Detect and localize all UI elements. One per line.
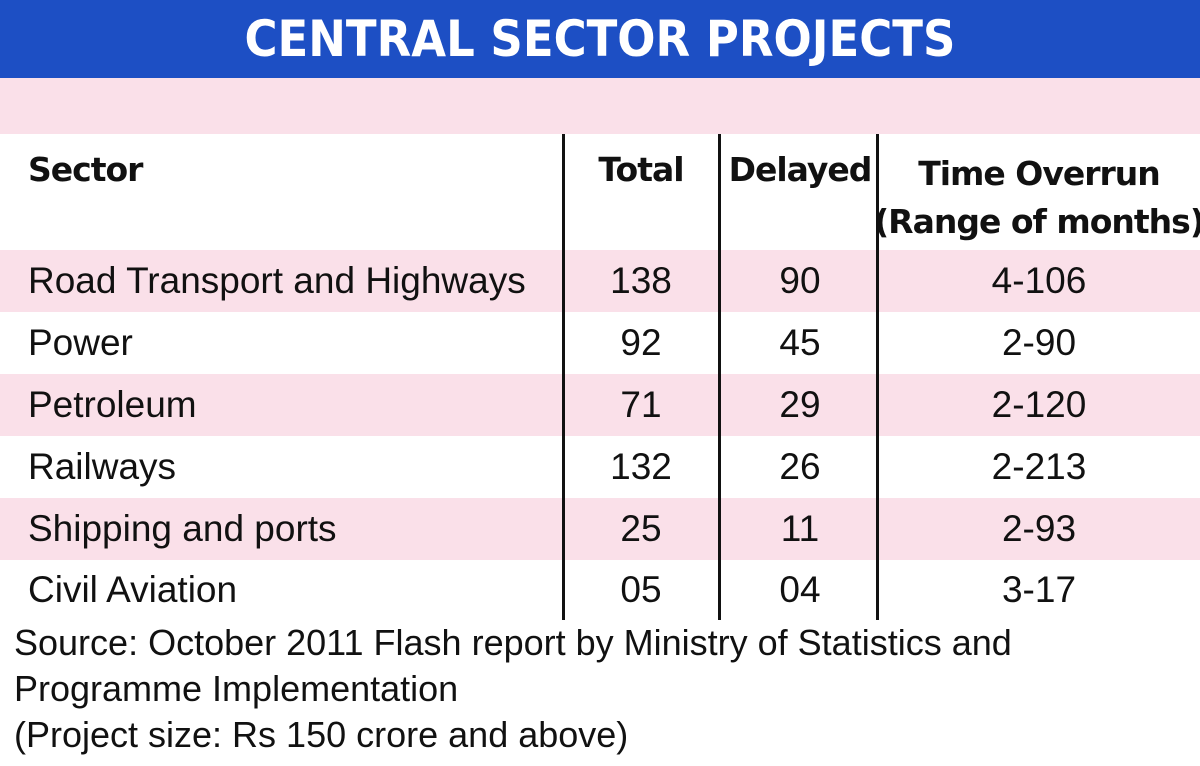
- header-time-overrun: Time Overrun (Range of months): [874, 134, 1200, 250]
- column-divider: [876, 134, 879, 620]
- cell-delayed: 45: [779, 322, 821, 363]
- source-line: Source: October 2011 Flash report by Min…: [14, 622, 1012, 663]
- table-row: Shipping and ports 25 11 2-93: [0, 498, 1200, 560]
- table-row: Petroleum 71 29 2-120: [0, 374, 1200, 436]
- table-header-row: Sector Total Delayed Time Overrun (Range…: [0, 134, 1200, 250]
- table-row: Road Transport and Highways 138 90 4-106: [0, 250, 1200, 312]
- cell-sector: Power: [28, 322, 133, 363]
- cell-delayed: 26: [779, 446, 821, 487]
- source-line: (Project size: Rs 150 crore and above): [14, 714, 629, 755]
- chart-title: CENTRAL SECTOR PROJECTS: [244, 10, 956, 68]
- cell-sector: Railways: [28, 446, 177, 487]
- header-time-overrun-line1: Time Overrun: [918, 154, 1161, 193]
- source-line: Programme Implementation: [14, 668, 459, 709]
- cell-sector: Road Transport and Highways: [28, 260, 526, 301]
- data-table: Sector Total Delayed Time Overrun (Range…: [0, 134, 1200, 620]
- header-total: Total: [598, 150, 684, 189]
- table-row: Railways 132 26 2-213: [0, 436, 1200, 498]
- cell-overrun: 2-213: [991, 446, 1087, 487]
- title-banner: CENTRAL SECTOR PROJECTS: [0, 0, 1200, 78]
- cell-overrun: 2-93: [1001, 508, 1077, 549]
- source-note: Source: October 2011 Flash report by Min…: [14, 620, 1194, 758]
- header-time-overrun-line2: (Range of months): [874, 202, 1200, 241]
- cell-sector: Shipping and ports: [28, 508, 337, 549]
- table-row: Power 92 45 2-90: [0, 312, 1200, 374]
- cell-delayed: 90: [779, 260, 821, 301]
- cell-total: 25: [620, 508, 662, 549]
- cell-total: 71: [620, 384, 662, 425]
- cell-sector: Civil Aviation: [28, 569, 238, 610]
- cell-delayed: 29: [779, 384, 821, 425]
- cell-total: 132: [610, 446, 672, 487]
- table-row: Civil Aviation 05 04 3-17: [0, 560, 1200, 620]
- cell-overrun: 2-90: [1001, 322, 1077, 363]
- header-sector: Sector: [28, 150, 143, 189]
- column-divider: [718, 134, 721, 620]
- cell-overrun: 3-17: [1001, 569, 1077, 610]
- header-delayed: Delayed: [728, 150, 873, 189]
- column-divider: [562, 134, 565, 620]
- cell-sector: Petroleum: [28, 384, 197, 425]
- cell-overrun: 4-106: [991, 260, 1087, 301]
- cell-delayed: 04: [779, 569, 821, 610]
- title-underband: [0, 78, 1200, 134]
- cell-total: 92: [620, 322, 662, 363]
- cell-delayed: 11: [780, 508, 820, 549]
- cell-overrun: 2-120: [991, 384, 1087, 425]
- cell-total: 05: [620, 569, 662, 610]
- cell-total: 138: [610, 260, 672, 301]
